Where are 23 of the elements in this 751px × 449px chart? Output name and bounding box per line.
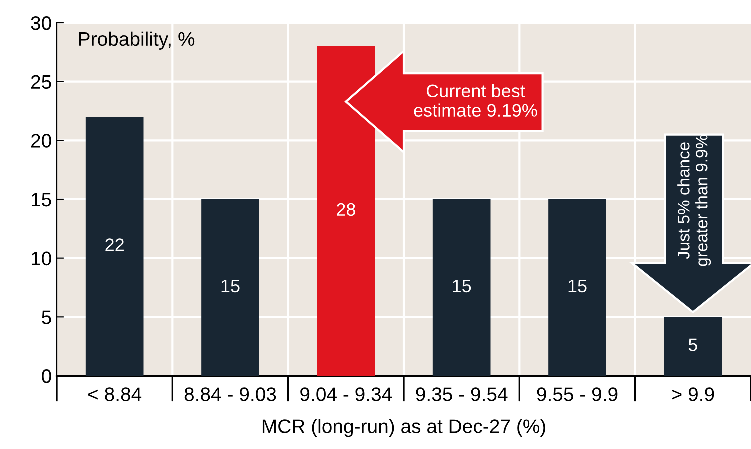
annotation: Just 5% chance greater than 9.9%: [678, 135, 712, 266]
y-axis-title: Probability, %: [79, 32, 195, 50]
data-label: 22: [106, 238, 124, 252]
annotation: Current best estimate 9.19%: [414, 84, 538, 117]
data-label: 15: [222, 280, 240, 293]
data-label: 28: [337, 203, 356, 216]
y-tick-label: 25: [31, 75, 52, 90]
x-tick-label: 8.84 - 9.03: [184, 388, 276, 402]
y-tick-label: 10: [32, 252, 52, 266]
x-tick-label: < 8.84: [88, 388, 142, 402]
x-tick-label: 9.55 - 9.9: [537, 388, 618, 402]
data-label: 5: [688, 338, 698, 352]
x-axis-title: MCR (long-run) as at Dec-27 (%): [262, 419, 546, 438]
y-tick-label: 5: [42, 310, 52, 324]
x-tick-label: 9.04 - 9.34: [300, 388, 392, 402]
x-tick-label: > 9.9: [672, 388, 714, 402]
y-tick-label: 20: [31, 134, 52, 148]
data-label: 15: [568, 280, 587, 293]
y-tick-label: 15: [32, 193, 52, 207]
data-label: 15: [453, 280, 472, 293]
x-tick-label: 9.35 - 9.54: [416, 388, 508, 402]
y-tick-label: 30: [31, 16, 52, 30]
y-tick-label: 0: [42, 369, 52, 384]
